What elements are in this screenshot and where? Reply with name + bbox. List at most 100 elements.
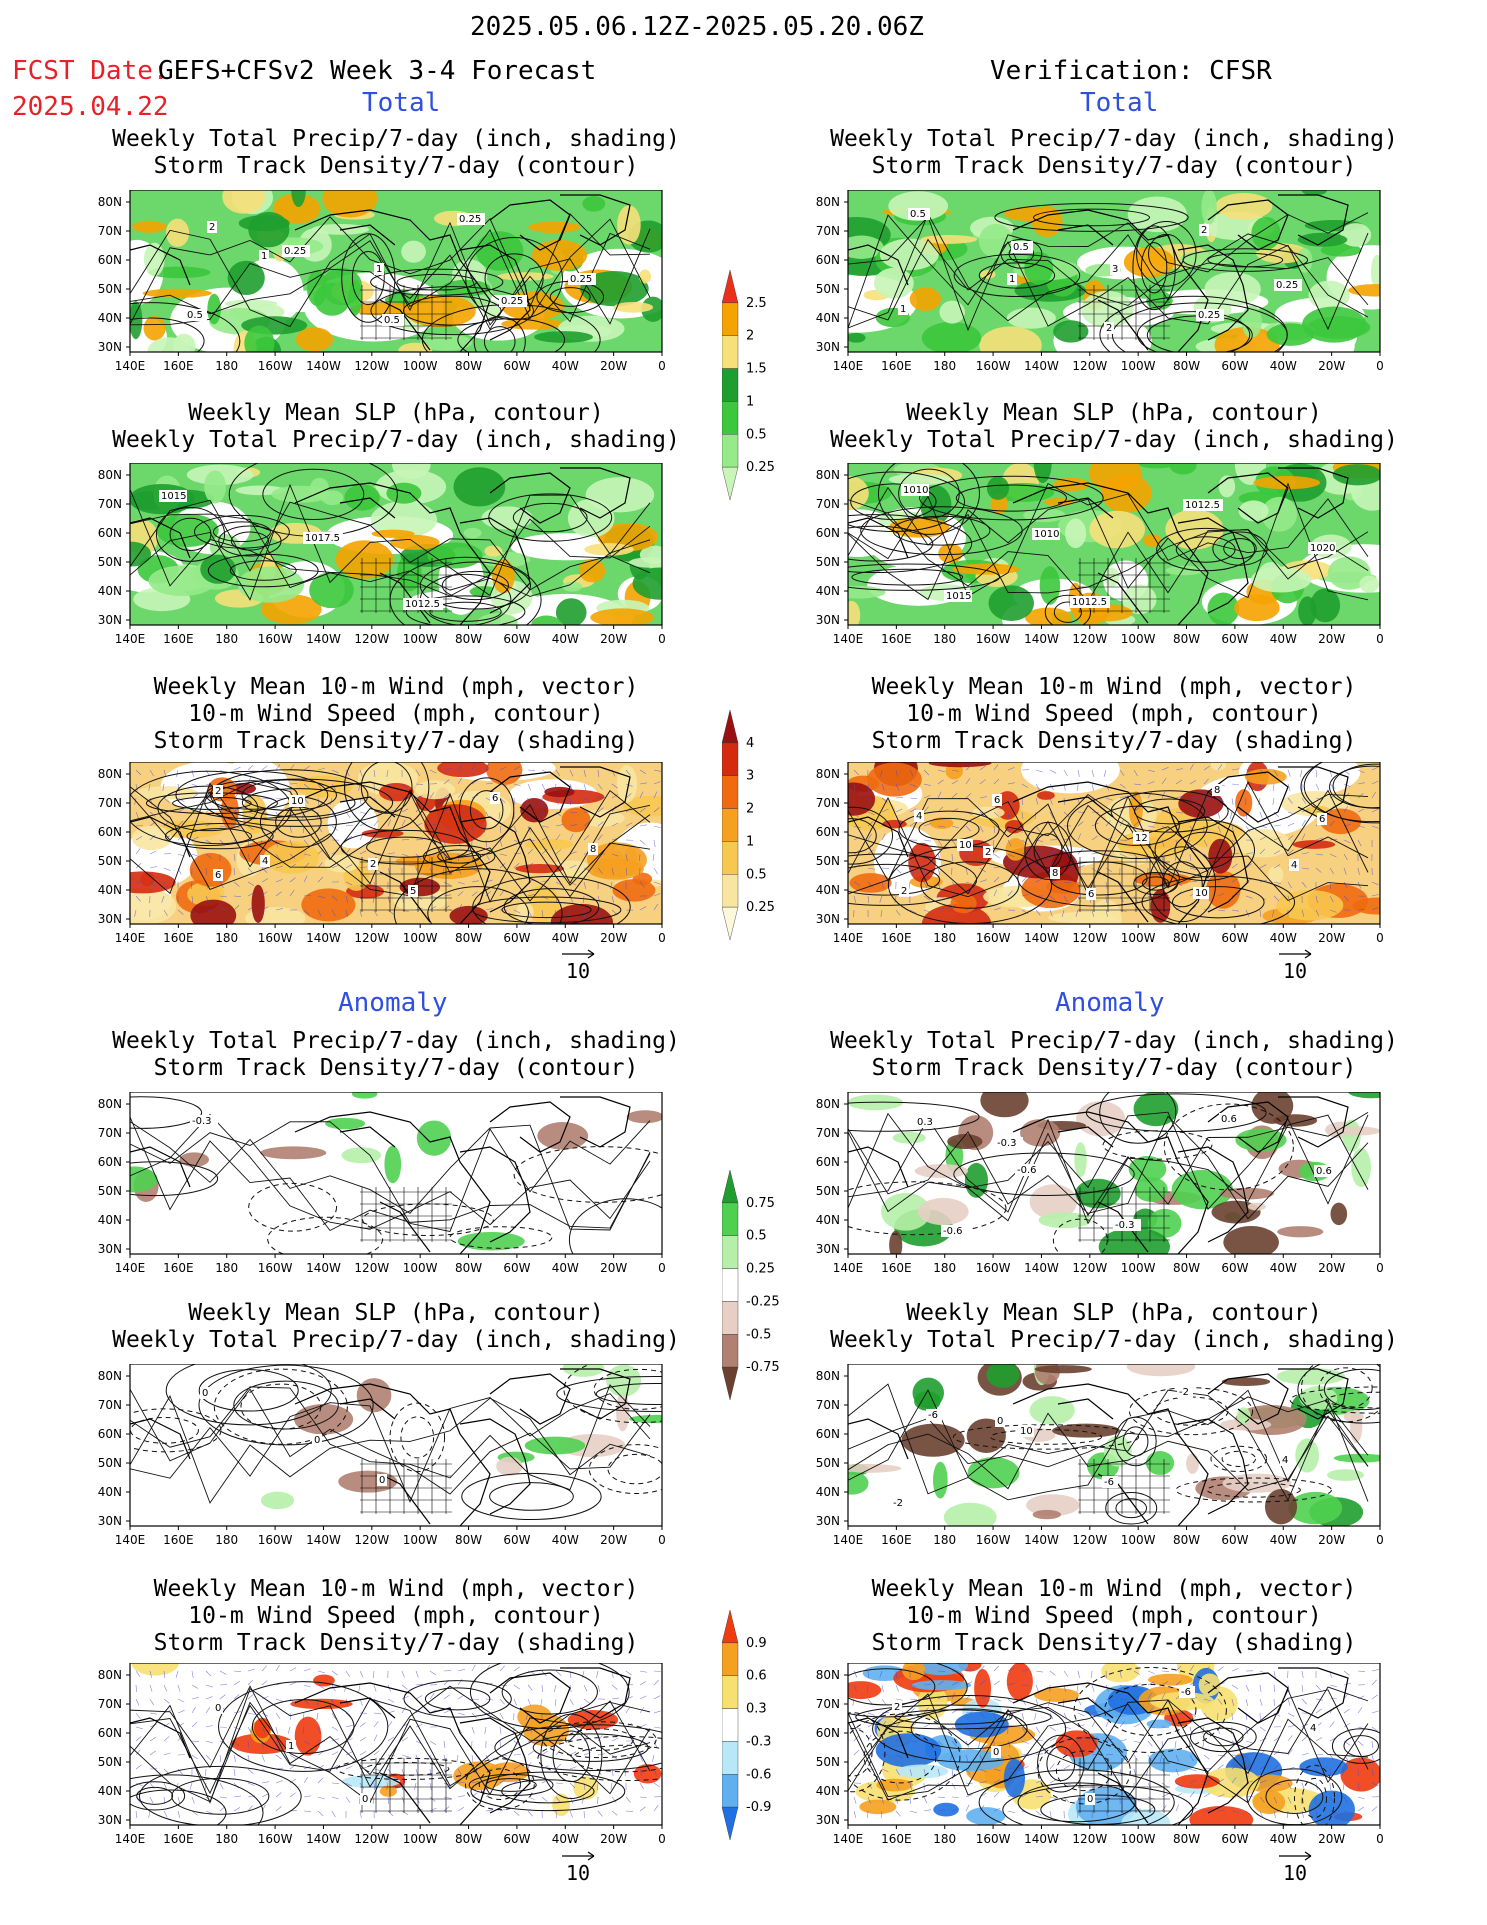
fcst-anom-wind-title-1: Weekly Mean 10-m Wind (mph, vector) xyxy=(153,1576,639,1602)
lat-tick-label: 40N xyxy=(98,1784,122,1798)
lat-tick-label: 40N xyxy=(98,883,122,897)
lat-tick-label: 70N xyxy=(98,224,122,238)
obs-anom-wind-map: 2 0 0 -6 4 80N 70N 60N 50N 40N 30N 140E 160E 180 160W 1… xyxy=(816,1663,1384,1846)
lat-tick-label: 40N xyxy=(816,883,840,897)
contour-label: 6 xyxy=(492,793,498,804)
colorbar-label: 0.25 xyxy=(746,1262,775,1277)
lat-tick-label: 50N xyxy=(816,1184,840,1198)
colorbar-segment xyxy=(722,1202,739,1236)
lat-tick-label: 50N xyxy=(98,555,122,569)
fcst-anom-slp-title-2: Weekly Total Precip/7-day (inch, shading… xyxy=(112,1327,680,1353)
lon-tick-label: 20W xyxy=(1318,632,1345,646)
contour-label: 0 xyxy=(202,1388,208,1399)
lat-tick-label: 80N xyxy=(98,1097,122,1111)
colorbar-label: 3 xyxy=(746,769,754,784)
lon-tick-label: 140W xyxy=(306,359,341,373)
colorbar-segment xyxy=(722,1235,739,1269)
lon-tick-label: 180 xyxy=(215,359,238,373)
fcst-total-precip-title-2: Storm Track Density/7-day (contour) xyxy=(153,153,639,179)
contour-label: 1017.5 xyxy=(305,533,340,544)
obs-total-wind-map: 4 2 6 8 4 2 6 12 10 6 10 8 80N 70N 60N 50N 40N 30N 140E 160… xyxy=(816,762,1384,945)
lat-tick-label: 70N xyxy=(816,796,840,810)
lon-tick-label: 100W xyxy=(403,1261,438,1275)
lat-tick-label: 60N xyxy=(98,825,122,839)
colorbar-segment xyxy=(722,302,739,336)
lat-tick-label: 60N xyxy=(98,526,122,540)
obs-anom-precip-title-1: Weekly Total Precip/7-day (inch, shading… xyxy=(830,1028,1398,1054)
lat-tick-label: 50N xyxy=(816,1755,840,1769)
wind-reference-vector: 10 xyxy=(562,1851,595,1885)
colorbar-label: 0.25 xyxy=(746,900,775,915)
lat-tick-label: 30N xyxy=(98,1813,122,1827)
lon-tick-label: 100W xyxy=(403,359,438,373)
contour-label: 0.25 xyxy=(570,274,592,285)
colorbar-label: 0.3 xyxy=(746,1702,767,1717)
lon-tick-label: 160E xyxy=(163,931,194,945)
lon-tick-label: 100W xyxy=(403,931,438,945)
lon-tick-label: 160W xyxy=(258,1261,293,1275)
lon-tick-label: 60W xyxy=(503,359,530,373)
section-anomaly-right: Anomaly xyxy=(1055,988,1165,1018)
colorbar-label: -0.6 xyxy=(746,1767,771,1782)
lon-tick-label: 0 xyxy=(658,359,666,373)
lat-tick-label: 40N xyxy=(816,1213,840,1227)
lon-tick-label: 20W xyxy=(600,1533,627,1547)
lat-tick-label: 80N xyxy=(816,1668,840,1682)
contour-label: 1 xyxy=(1009,274,1015,285)
obs-anom-precip-title-2: Storm Track Density/7-day (contour) xyxy=(871,1055,1357,1081)
colorbar-segment xyxy=(722,874,739,908)
contour-label: 2 xyxy=(1106,323,1112,334)
lon-tick-label: 180 xyxy=(215,931,238,945)
colorbar-segment xyxy=(722,1642,739,1676)
colorbar-label: 0.9 xyxy=(746,1636,767,1651)
lat-tick-label: 60N xyxy=(98,1155,122,1169)
contour-label: 0.5 xyxy=(910,209,926,220)
contour-label: 5 xyxy=(410,886,416,897)
fcst-anom-wind-title-2: 10-m Wind Speed (mph, contour) xyxy=(188,1603,604,1629)
lat-tick-label: 50N xyxy=(98,1184,122,1198)
contour-label: 1 xyxy=(376,264,382,275)
lon-tick-label: 180 xyxy=(933,359,956,373)
obs-anom-wind-title-1: Weekly Mean 10-m Wind (mph, vector) xyxy=(871,1576,1357,1602)
lon-tick-label: 60W xyxy=(503,1832,530,1846)
section-total-right: Total xyxy=(1080,88,1159,118)
contour-label: 2 xyxy=(894,1702,900,1713)
colorbar-segment xyxy=(722,1170,739,1204)
lon-tick-label: 160E xyxy=(163,1261,194,1275)
lat-tick-label: 80N xyxy=(98,767,122,781)
contour-label: 1012.5 xyxy=(1072,597,1107,608)
lon-tick-label: 160W xyxy=(976,359,1011,373)
storm-total-colorbar: 4 3 2 1 0.5 0.25 xyxy=(722,710,775,941)
colorbar-label: 0.5 xyxy=(746,1229,767,1244)
fcst-date-value: 2025.04.22 xyxy=(12,92,169,122)
lat-tick-label: 50N xyxy=(816,555,840,569)
contour-label: 8 xyxy=(1052,868,1058,879)
contour-label: -0.6 xyxy=(1017,1165,1037,1176)
contour-label: 6 xyxy=(1319,814,1325,825)
lat-tick-label: 40N xyxy=(816,311,840,325)
contour-label: 6 xyxy=(215,870,221,881)
obs-total-slp-title-2: Weekly Total Precip/7-day (inch, shading… xyxy=(830,427,1398,453)
contour-label: 0 xyxy=(215,1703,221,1714)
lon-tick-label: 80W xyxy=(455,359,482,373)
lon-tick-label: 140E xyxy=(115,632,146,646)
colorbar-label: 1.5 xyxy=(746,362,767,377)
lon-tick-label: 60W xyxy=(503,1261,530,1275)
lat-tick-label: 80N xyxy=(816,195,840,209)
lon-tick-label: 40W xyxy=(1270,1832,1297,1846)
lat-tick-label: 30N xyxy=(98,912,122,926)
lon-tick-label: 0 xyxy=(658,931,666,945)
lat-tick-label: 40N xyxy=(98,1485,122,1499)
lon-tick-label: 60W xyxy=(503,931,530,945)
lon-tick-label: 180 xyxy=(215,1261,238,1275)
fcst-anom-slp-map: 0 0 0 80N 70N 60N 50N 40N 30N 140E 160E 180 160W 140W… xyxy=(98,1364,666,1547)
fcst-total-precip-map: 2 1 0.5 0.25 0.25 0.5 0.25 1 0.25 80N 70N 60N 50N 40N… xyxy=(98,190,666,373)
lon-tick-label: 100W xyxy=(403,1832,438,1846)
contour-label: 0.3 xyxy=(917,1117,933,1128)
colorbar-segment xyxy=(722,1610,739,1644)
lat-tick-label: 30N xyxy=(98,340,122,354)
lon-tick-label: 60W xyxy=(1221,931,1248,945)
lat-tick-label: 60N xyxy=(816,526,840,540)
lon-tick-label: 60W xyxy=(1221,632,1248,646)
contour-label: -6 xyxy=(928,1410,938,1421)
